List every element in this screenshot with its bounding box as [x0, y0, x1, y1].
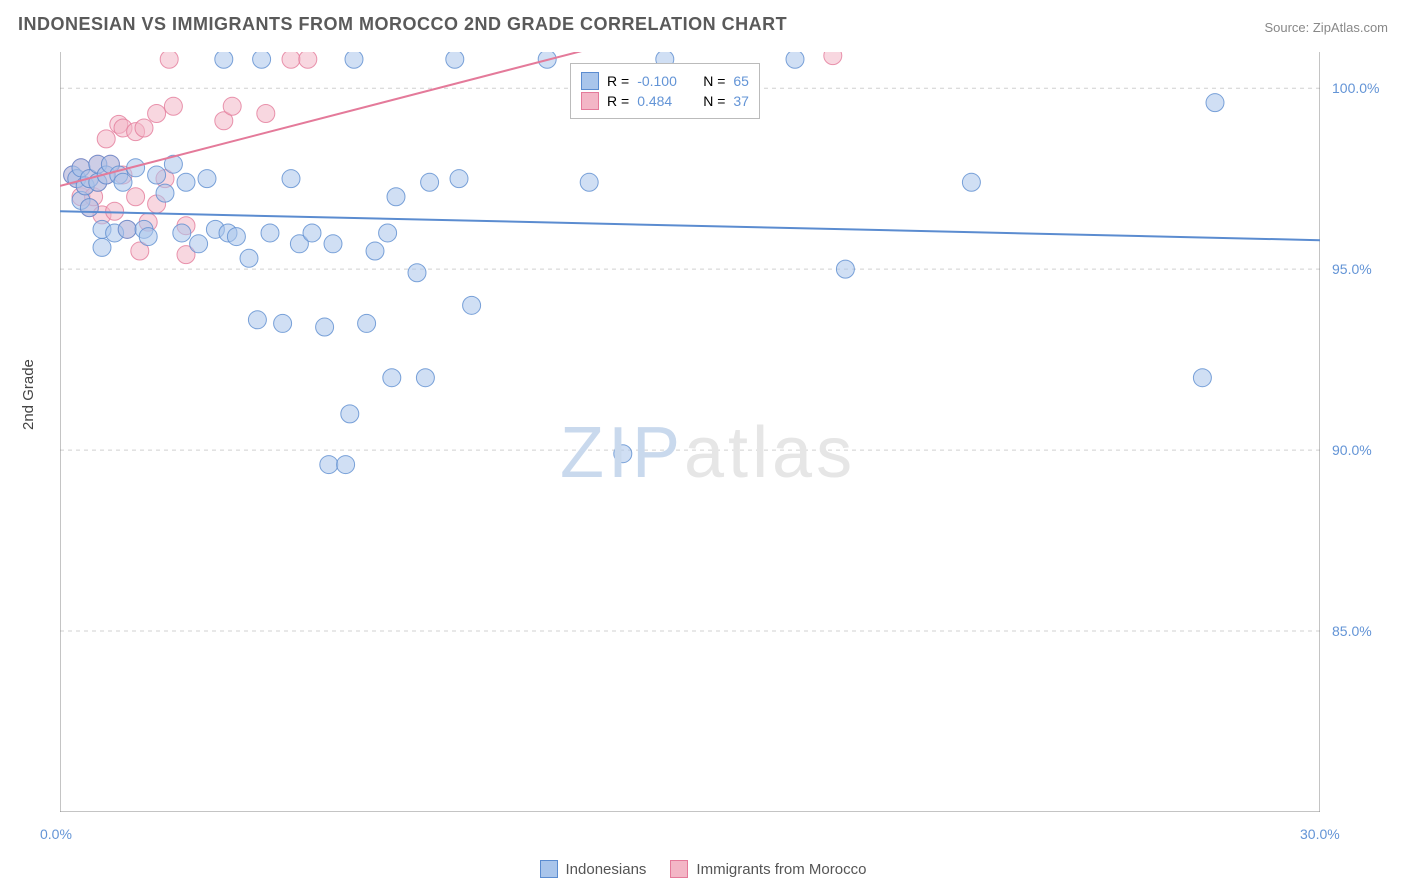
r-value-indonesians: -0.100 — [637, 73, 687, 89]
plot-area: ZIPatlas R = -0.100 N = 65 R = 0.484 N =… — [60, 52, 1320, 812]
legend-item-indonesians: Indonesians — [540, 848, 647, 890]
chart-title: INDONESIAN VS IMMIGRANTS FROM MOROCCO 2N… — [18, 14, 787, 35]
stats-row-morocco: R = 0.484 N = 37 — [581, 92, 749, 110]
ytick-label: 95.0% — [1332, 261, 1372, 277]
n-label: N = — [703, 73, 725, 89]
stats-legend-box: R = -0.100 N = 65 R = 0.484 N = 37 — [570, 63, 760, 119]
bottom-legend: Indonesians Immigrants from Morocco — [0, 848, 1406, 890]
n-value-indonesians: 65 — [733, 73, 749, 89]
n-label: N = — [703, 93, 725, 109]
legend-label-morocco: Immigrants from Morocco — [696, 861, 866, 878]
ytick-label: 85.0% — [1332, 623, 1372, 639]
legend-item-morocco: Immigrants from Morocco — [670, 848, 866, 890]
swatch-morocco-icon — [670, 860, 688, 878]
r-value-morocco: 0.484 — [637, 93, 687, 109]
ytick-label: 100.0% — [1332, 80, 1379, 96]
swatch-indonesians — [581, 72, 599, 90]
y-axis-label: 2nd Grade — [20, 359, 37, 430]
stats-row-indonesians: R = -0.100 N = 65 — [581, 72, 749, 90]
ytick-label: 90.0% — [1332, 442, 1372, 458]
swatch-indonesians-icon — [540, 860, 558, 878]
source-label: Source: ZipAtlas.com — [1264, 20, 1388, 35]
r-label: R = — [607, 93, 629, 109]
n-value-morocco: 37 — [733, 93, 749, 109]
xtick-label: 0.0% — [40, 826, 72, 842]
xtick-label: 30.0% — [1300, 826, 1340, 842]
legend-label-indonesians: Indonesians — [566, 861, 647, 878]
r-label: R = — [607, 73, 629, 89]
swatch-morocco — [581, 92, 599, 110]
scatter-svg — [60, 52, 1320, 812]
